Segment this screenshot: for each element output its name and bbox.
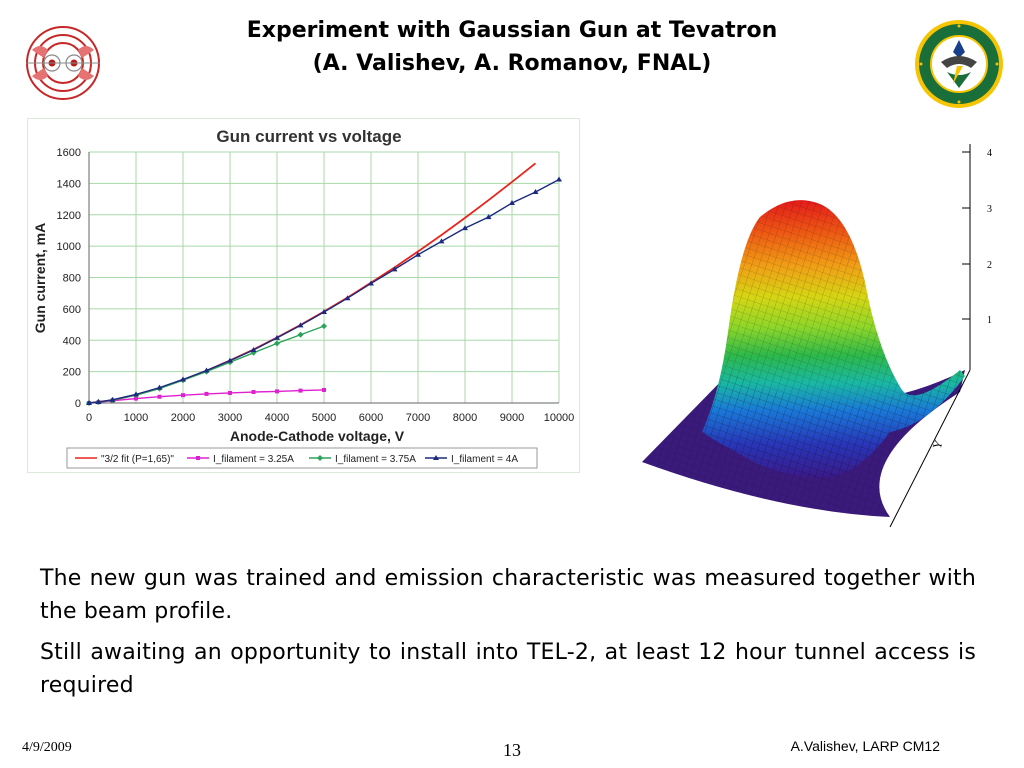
y-tick-label: 800 bbox=[63, 273, 81, 285]
z-tick-1: 1 bbox=[987, 315, 992, 326]
data-point bbox=[228, 390, 232, 395]
data-point bbox=[181, 393, 185, 398]
doe-seal-icon bbox=[915, 20, 1003, 108]
data-point bbox=[297, 331, 304, 338]
y-tick-label: 400 bbox=[63, 335, 81, 347]
data-point bbox=[321, 323, 327, 330]
legend-marker bbox=[196, 456, 200, 460]
x-tick-label: 5000 bbox=[312, 412, 336, 424]
legend-label: "3/2 fit (P=1,65)" bbox=[101, 454, 174, 465]
x-tick-label: 3000 bbox=[218, 412, 242, 424]
x-tick-label: 10000 bbox=[544, 412, 575, 424]
y-tick-label: 1200 bbox=[57, 210, 81, 222]
data-point bbox=[438, 238, 445, 244]
legend-marker bbox=[433, 455, 439, 460]
data-point bbox=[322, 387, 326, 392]
slide-title: Experiment with Gaussian Gun at Tevatron… bbox=[150, 14, 874, 80]
slide-body: The new gun was trained and emission cha… bbox=[40, 562, 976, 710]
x-tick-label: 9000 bbox=[500, 412, 524, 424]
y-tick-label: 1000 bbox=[57, 241, 81, 253]
x-tick-label: 8000 bbox=[453, 412, 477, 424]
x-tick-label: 4000 bbox=[265, 412, 289, 424]
z-tick-2: 2 bbox=[987, 260, 992, 271]
data-point bbox=[344, 295, 351, 301]
chart-series bbox=[86, 162, 562, 406]
data-point bbox=[298, 388, 303, 393]
footer-author: A.Valishev, LARP CM12 bbox=[790, 738, 940, 754]
footer-date: 4/9/2009 bbox=[22, 740, 72, 755]
legend-marker bbox=[317, 455, 323, 461]
data-point bbox=[462, 225, 468, 231]
z-tick-3: 3 bbox=[987, 204, 992, 215]
data-point bbox=[134, 396, 138, 401]
paragraph-1: The new gun was trained and emission cha… bbox=[40, 566, 976, 624]
beam-profile-surface-plot: 4 3 2 1 Y bbox=[642, 144, 992, 528]
chart-axes: 0 1000 2000 3000 4000 5000 6000 7000 8000 9000 100… bbox=[57, 147, 575, 424]
data-point bbox=[250, 346, 257, 352]
chart-title: Gun current vs voltage bbox=[216, 127, 401, 146]
x-axis-label: Anode-Cathode voltage, V bbox=[230, 428, 405, 444]
title-line-1: Experiment with Gaussian Gun at Tevatron bbox=[246, 18, 778, 43]
y-axis-label: Gun current, mA bbox=[32, 223, 48, 333]
data-point bbox=[250, 349, 257, 356]
z-tick-4: 4 bbox=[987, 148, 992, 159]
data-point bbox=[251, 390, 256, 395]
data-point bbox=[95, 399, 102, 405]
y-tick-label: 200 bbox=[63, 367, 81, 379]
x-tick-label: 0 bbox=[86, 412, 92, 424]
chart-legend: "3/2 fit (P=1,65)" I_filament = 3.25A I_fi… bbox=[66, 447, 538, 469]
data-point bbox=[274, 340, 280, 347]
data-point bbox=[275, 389, 279, 394]
legend-label: I_filament = 3.75A bbox=[335, 454, 416, 465]
data-point bbox=[133, 391, 139, 397]
y-axis-label-3d: Y bbox=[930, 438, 946, 451]
legend-label: I_filament = 4A bbox=[451, 454, 518, 465]
y-tick-label: 1400 bbox=[57, 178, 81, 190]
page-number: 13 bbox=[503, 740, 521, 760]
title-line-2: (A. Valishev, A. Romanov, FNAL) bbox=[312, 51, 712, 76]
data-point bbox=[157, 394, 162, 399]
data-point bbox=[204, 391, 209, 396]
series-line-3 bbox=[88, 178, 560, 404]
data-point bbox=[227, 357, 233, 363]
y-tick-label: 0 bbox=[75, 398, 81, 410]
x-tick-label: 7000 bbox=[406, 412, 430, 424]
gun-current-chart: Gun current vs voltage 0 1000 2000 3000 4000… bbox=[27, 118, 580, 473]
data-point bbox=[274, 334, 280, 340]
data-point bbox=[509, 199, 515, 205]
paragraph-2: Still awaiting an opportunity to install… bbox=[40, 640, 976, 698]
x-tick-label: 2000 bbox=[171, 412, 195, 424]
data-point bbox=[156, 384, 163, 390]
data-point bbox=[109, 396, 116, 402]
data-point bbox=[485, 214, 492, 220]
y-tick-label: 1600 bbox=[57, 147, 81, 159]
data-point bbox=[532, 189, 539, 195]
data-point bbox=[391, 266, 398, 272]
data-point bbox=[86, 400, 92, 405]
y-tick-label: 600 bbox=[63, 304, 81, 316]
x-tick-label: 1000 bbox=[124, 412, 148, 424]
collider-logo-icon bbox=[22, 22, 104, 104]
data-point bbox=[203, 367, 210, 373]
data-point bbox=[180, 376, 186, 382]
data-point bbox=[297, 322, 304, 328]
x-tick-label: 6000 bbox=[359, 412, 383, 424]
data-point bbox=[321, 309, 327, 315]
data-point bbox=[368, 280, 374, 286]
legend-label: I_filament = 3.25A bbox=[213, 454, 294, 465]
data-point bbox=[415, 251, 421, 257]
data-point bbox=[556, 176, 562, 182]
